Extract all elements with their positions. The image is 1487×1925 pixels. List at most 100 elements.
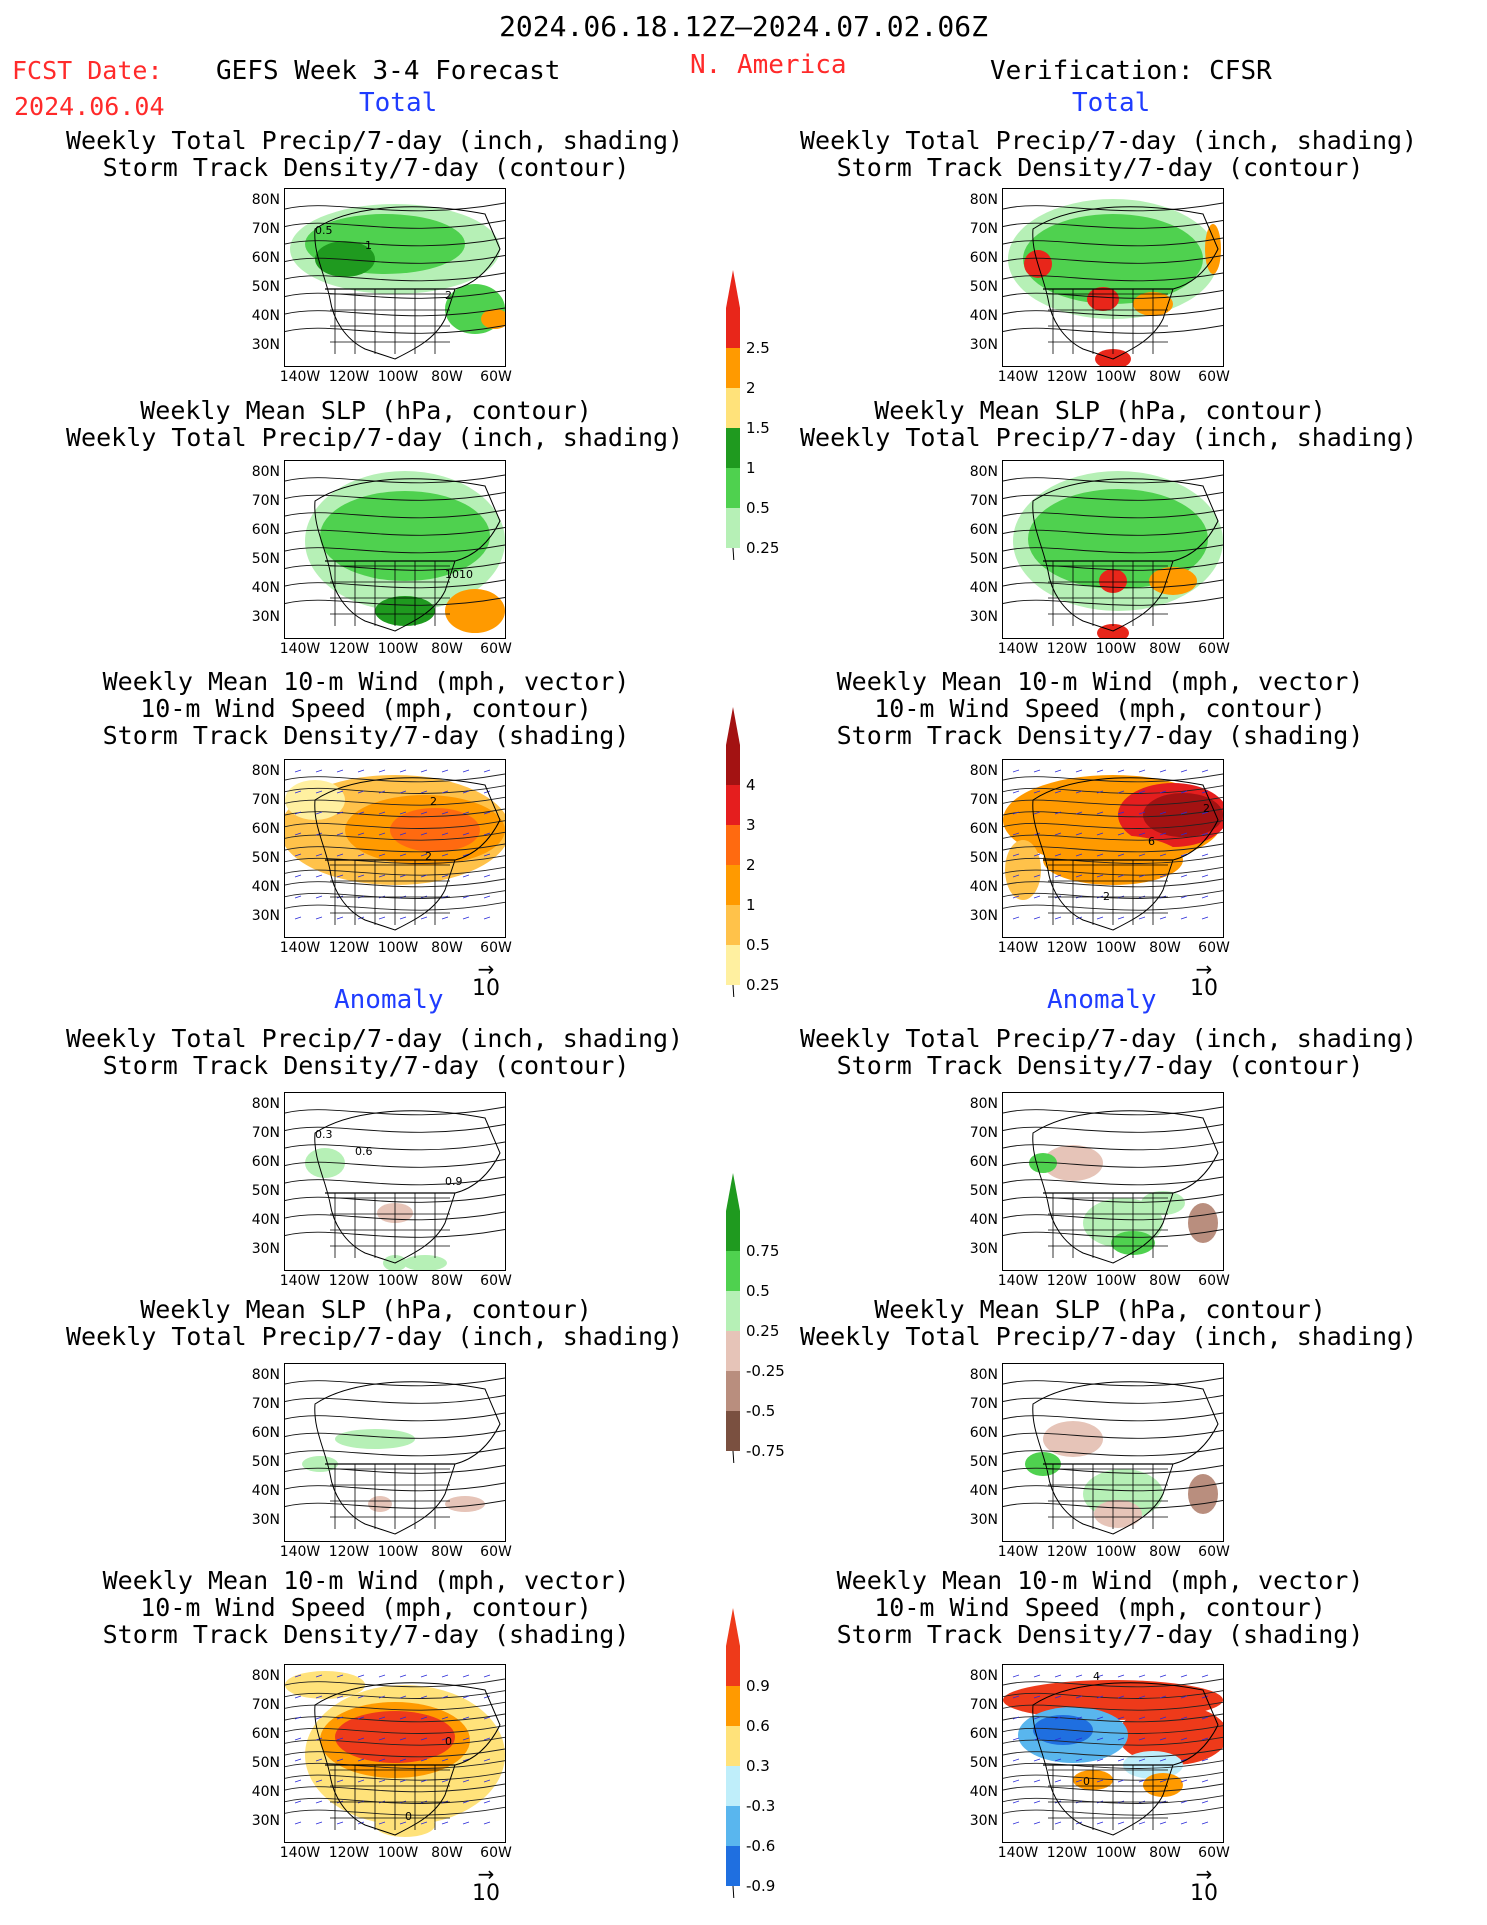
colorbar-label: 0.25 bbox=[746, 976, 780, 994]
lon-tick-label: 120W bbox=[1046, 641, 1088, 657]
lat-tick-label: 40N bbox=[969, 879, 998, 895]
anom-shade bbox=[335, 1429, 415, 1449]
lon-tick-label: 80W bbox=[1149, 369, 1181, 385]
colorbar-label: 1 bbox=[746, 459, 756, 477]
lat-tick-label: 70N bbox=[969, 792, 998, 808]
lat-tick-label: 80N bbox=[251, 1668, 280, 1684]
colorbar-segment bbox=[726, 428, 740, 468]
colorbar-tail bbox=[732, 1450, 735, 1463]
colorbar-segment bbox=[726, 1726, 740, 1766]
lon-tick-label: 120W bbox=[328, 641, 370, 657]
colorbar-segment bbox=[726, 865, 740, 905]
contour-label: 6 bbox=[1148, 835, 1155, 848]
lat-tick-label: 60N bbox=[969, 250, 998, 266]
precip-shade bbox=[1023, 214, 1203, 304]
coastline bbox=[314, 777, 501, 931]
lon-tick-label: 140W bbox=[279, 641, 321, 657]
lon-tick-label: 80W bbox=[431, 369, 463, 385]
lat-tick-label: 30N bbox=[251, 908, 280, 924]
precip-shade bbox=[1149, 567, 1197, 595]
colorbar-storm-anom: 0.9 0.6 0.3 -0.3 -0.6 -0.9 bbox=[716, 1608, 836, 1898]
title-right-precip-storm-anom: Weekly Total Precip/7-day (inch, shading… bbox=[800, 1024, 1418, 1080]
contour-label: 2 bbox=[445, 289, 452, 302]
coastline bbox=[314, 206, 501, 360]
lon-tick-label: 60W bbox=[1198, 1845, 1230, 1861]
lon-tick-label: 140W bbox=[997, 940, 1039, 956]
wind-vectors bbox=[294, 769, 491, 920]
colorbar-segment bbox=[726, 1766, 740, 1806]
state-borders bbox=[1043, 1764, 1173, 1830]
lat-tick-label: 50N bbox=[251, 551, 280, 567]
title-right-slp-precip-total: Weekly Mean SLP (hPa, contour) Weekly Tot… bbox=[800, 396, 1418, 452]
anom-shade bbox=[445, 1496, 485, 1512]
anom-shade bbox=[1094, 1500, 1142, 1528]
lat-tick-label: 30N bbox=[251, 609, 280, 625]
colorbar-arrow-top bbox=[726, 1173, 740, 1211]
lat-tick-label: 50N bbox=[251, 1454, 280, 1470]
anom-storm-shade bbox=[1143, 1773, 1183, 1797]
anom-shade bbox=[1188, 1203, 1218, 1243]
wind-vectors bbox=[1012, 1674, 1209, 1825]
map-panel-p5: 0.3 0.6 0.9 bbox=[284, 1092, 506, 1271]
lat-tick-label: 80N bbox=[969, 464, 998, 480]
lon-tick-label: 100W bbox=[1095, 1544, 1137, 1560]
colorbar-segment bbox=[726, 1411, 740, 1451]
title-left-precip-storm-total: Weekly Total Precip/7-day (inch, shading… bbox=[66, 126, 684, 182]
lat-tick-label: 80N bbox=[969, 1096, 998, 1112]
colorbar-segment bbox=[726, 1646, 740, 1686]
lon-tick-label: 60W bbox=[1198, 1273, 1230, 1289]
lon-tick-label: 120W bbox=[328, 1273, 370, 1289]
lat-tick-label: 50N bbox=[251, 279, 280, 295]
lat-tick-label: 70N bbox=[251, 221, 280, 237]
lon-tick-label: 60W bbox=[480, 1845, 512, 1861]
lat-tick-label: 30N bbox=[969, 1241, 998, 1257]
lon-tick-label: 140W bbox=[279, 369, 321, 385]
contour-lines bbox=[285, 202, 505, 334]
lat-tick-label: 40N bbox=[251, 1784, 280, 1800]
title-right-wind-total: Weekly Mean 10-m Wind (mph, vector) 10-m … bbox=[836, 667, 1364, 750]
contour-lines bbox=[285, 1678, 505, 1816]
lon-tick-label: 100W bbox=[377, 1845, 419, 1861]
lon-tick-label: 100W bbox=[1095, 1273, 1137, 1289]
colorbar-segment bbox=[726, 905, 740, 945]
anom-shade bbox=[1043, 1421, 1103, 1457]
colorbar-segment bbox=[726, 745, 740, 785]
lat-tick-label: 60N bbox=[969, 1425, 998, 1441]
colorbar-segment bbox=[726, 468, 740, 508]
lat-tick-label: 50N bbox=[251, 850, 280, 866]
colorbar-label: 1 bbox=[746, 896, 756, 914]
wind-vectors bbox=[294, 1674, 491, 1825]
lat-tick-label: 30N bbox=[251, 1512, 280, 1528]
lon-tick-label: 100W bbox=[377, 369, 419, 385]
lon-tick-label: 100W bbox=[377, 940, 419, 956]
lat-tick-label: 80N bbox=[969, 192, 998, 208]
wind-vectors bbox=[1012, 769, 1209, 920]
lon-tick-label: 80W bbox=[1149, 641, 1181, 657]
precip-shade bbox=[1095, 349, 1131, 366]
state-borders bbox=[325, 1463, 455, 1529]
lon-tick-label: 140W bbox=[279, 1273, 321, 1289]
anom-shade bbox=[1141, 1191, 1185, 1215]
lon-tick-label: 80W bbox=[1149, 1273, 1181, 1289]
lon-tick-label: 120W bbox=[328, 1845, 370, 1861]
anom-shade bbox=[1029, 1153, 1057, 1173]
section-total-left: Total bbox=[359, 88, 438, 118]
lat-tick-label: 60N bbox=[251, 1726, 280, 1742]
lat-tick-label: 30N bbox=[251, 337, 280, 353]
coastline bbox=[1032, 478, 1219, 632]
colorbar-segment bbox=[726, 1686, 740, 1726]
section-total-right: Total bbox=[1072, 88, 1151, 118]
lat-tick-label: 40N bbox=[251, 1483, 280, 1499]
lat-tick-label: 70N bbox=[969, 221, 998, 237]
lat-tick-label: 40N bbox=[969, 308, 998, 324]
anom-storm-shade bbox=[285, 1671, 365, 1699]
fcst-date-value: 2024.06.04 bbox=[14, 92, 165, 121]
colorbar-arrow-top bbox=[726, 707, 740, 745]
lat-tick-label: 80N bbox=[251, 1367, 280, 1383]
colorbar-label: 0.3 bbox=[746, 1757, 770, 1775]
lon-tick-label: 100W bbox=[377, 1544, 419, 1560]
lon-tick-label: 140W bbox=[279, 1544, 321, 1560]
date-range-title: 2024.06.18.12Z–2024.07.02.06Z bbox=[499, 10, 988, 43]
